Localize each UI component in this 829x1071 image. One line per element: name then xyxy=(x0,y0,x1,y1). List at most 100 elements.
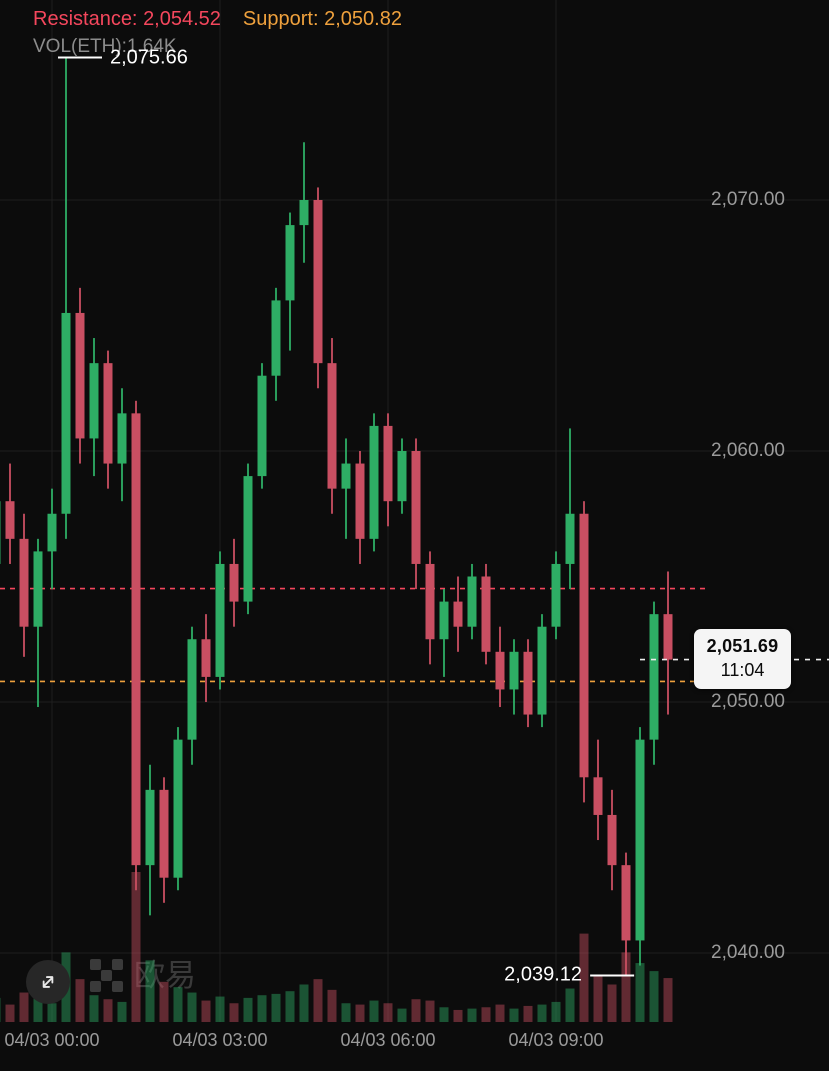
candle-wick xyxy=(65,57,67,539)
volume-bar xyxy=(47,1003,57,1022)
okx-watermark: 欧易 xyxy=(90,959,196,992)
volume-bar xyxy=(523,1005,533,1022)
watermark-text: 欧易 xyxy=(134,958,196,993)
candle-body xyxy=(159,789,169,878)
candle-body xyxy=(425,563,435,640)
volume-bar xyxy=(117,1001,127,1022)
candle-body xyxy=(663,614,673,660)
volume-bar xyxy=(5,1004,15,1022)
volume-bar xyxy=(495,1004,505,1022)
volume-bar xyxy=(383,1003,393,1022)
volume-bar xyxy=(19,992,29,1022)
volume-bar xyxy=(341,1003,351,1022)
candle-body xyxy=(5,501,15,539)
volume-bar xyxy=(243,997,253,1022)
candle-body xyxy=(565,513,575,564)
volume-bar xyxy=(327,989,337,1022)
candle-body xyxy=(33,551,43,627)
volume-bar xyxy=(369,1000,379,1022)
candle-body xyxy=(243,476,253,602)
candle-body xyxy=(509,651,519,690)
volume-bar xyxy=(145,960,155,1022)
candle-wick xyxy=(569,428,571,590)
y-axis-label: 2,060.00 xyxy=(711,440,785,461)
candle-body xyxy=(299,200,309,226)
candle-body xyxy=(61,312,71,514)
candle-body xyxy=(0,501,1,564)
x-axis-label: 04/03 00:00 xyxy=(4,1030,100,1050)
volume-bar xyxy=(103,999,113,1022)
candle-body xyxy=(481,576,491,652)
volume-bar xyxy=(257,995,267,1022)
volume-bar xyxy=(551,1001,561,1022)
volume-bar xyxy=(509,1008,519,1022)
candle-body xyxy=(495,651,505,690)
candle-body xyxy=(313,200,323,364)
candle-body xyxy=(453,601,463,627)
candle-body xyxy=(397,451,407,502)
candle-body xyxy=(47,513,57,552)
high-price-label: 2,075.66 xyxy=(110,46,188,69)
support-value: 2,050.82 xyxy=(324,8,402,30)
volume-bar xyxy=(565,988,575,1022)
support-label: Support: xyxy=(242,8,319,30)
volume-bar xyxy=(635,963,645,1022)
y-axis-label: 2,070.00 xyxy=(711,189,785,210)
candle-body xyxy=(593,777,603,815)
y-axis-label: 2,050.00 xyxy=(711,691,785,712)
volume-bar xyxy=(33,996,43,1022)
volume-bar xyxy=(187,992,197,1022)
candle-body xyxy=(383,425,393,502)
expand-arrows-icon xyxy=(42,976,54,988)
volume-bar xyxy=(579,933,589,1022)
volume-bar xyxy=(229,1003,239,1022)
volume-bar xyxy=(0,997,1,1022)
x-axis-label: 04/03 09:00 xyxy=(508,1030,604,1050)
candle-body xyxy=(285,225,295,301)
x-axis-label: 04/03 03:00 xyxy=(172,1030,268,1050)
volume-bar xyxy=(537,1004,547,1022)
volume-bar xyxy=(173,987,183,1022)
candle-body xyxy=(621,865,631,941)
candle-body xyxy=(271,300,281,376)
volume-bar xyxy=(75,979,85,1022)
volume-bar xyxy=(89,995,99,1022)
last-price-tag: 2,051.69 11:04 xyxy=(694,628,791,689)
volume-bar xyxy=(607,984,617,1022)
candle-body xyxy=(439,601,449,640)
candle-body xyxy=(257,375,267,477)
volume-bar xyxy=(467,1008,477,1022)
volume-bar xyxy=(159,981,169,1022)
last-price-value: 2,051.69 xyxy=(706,635,779,656)
volume-bar xyxy=(649,971,659,1022)
candle-body xyxy=(201,639,211,677)
volume-readout: VOL(ETH):1.64K xyxy=(33,36,177,57)
candle-body xyxy=(89,363,99,439)
x-axis-label: 04/03 06:00 xyxy=(340,1030,436,1050)
resistance-readout: Resistance: 2,054.52 xyxy=(33,8,221,31)
support-readout: Support: 2,050.82 xyxy=(243,8,402,31)
candle-body xyxy=(467,576,477,627)
volume-bar xyxy=(285,991,295,1022)
volume-bar xyxy=(131,872,141,1022)
volume-bar xyxy=(439,1007,449,1022)
high-price-annotation: 2,075.66 xyxy=(58,46,188,69)
volume-bar xyxy=(621,952,631,1022)
candle-body xyxy=(523,651,533,715)
candle-body xyxy=(649,614,659,740)
volume-bar xyxy=(313,979,323,1022)
candle-body xyxy=(327,363,337,489)
y-axis-label: 2,040.00 xyxy=(711,942,785,963)
low-pointer-line xyxy=(590,974,634,977)
resistance-value: 2,054.52 xyxy=(143,8,221,30)
volume-bar xyxy=(355,1004,365,1022)
volume-bar xyxy=(299,984,309,1022)
last-price-time: 11:04 xyxy=(720,659,765,680)
candle-body xyxy=(103,363,113,464)
expand-chart-button[interactable] xyxy=(26,960,70,1004)
volume-bar xyxy=(215,996,225,1022)
candle-body xyxy=(411,451,421,564)
candle-body xyxy=(537,626,547,715)
levels-row: Resistance: 2,054.52 Support: 2,050.82 xyxy=(33,8,402,31)
